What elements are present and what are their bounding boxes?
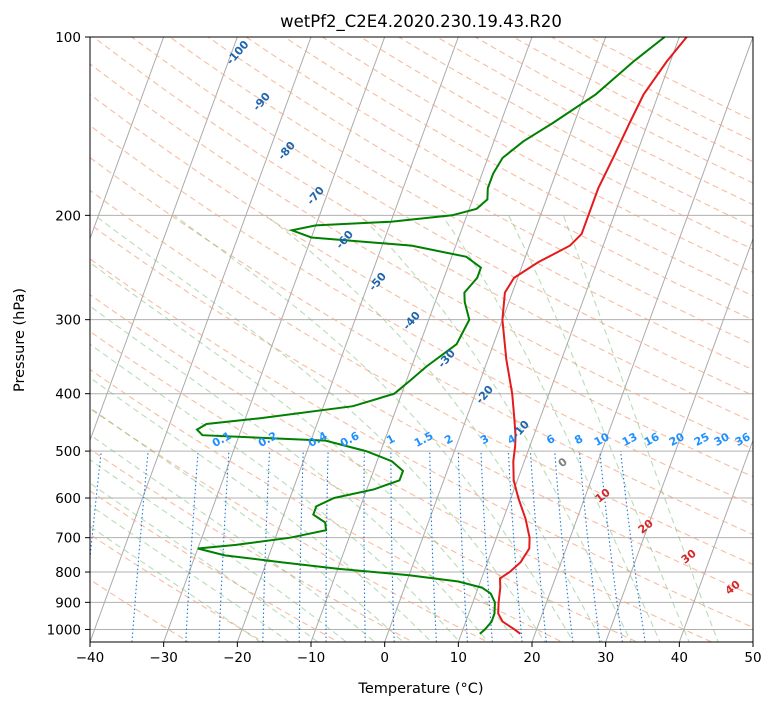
mixing-ratio-label: 16 — [642, 430, 662, 449]
moist-adiabat — [90, 343, 461, 642]
y-tick-label: 900 — [55, 595, 81, 611]
moist-adiabat — [90, 525, 262, 642]
y-tick-label: 800 — [55, 565, 81, 581]
mixing-ratio-label: 25 — [692, 430, 712, 449]
dry-adiabat — [90, 63, 753, 450]
moist-adiabat — [94, 214, 546, 642]
mixing-ratio-line — [620, 451, 646, 642]
dry-adiabat — [90, 124, 753, 506]
moist-adiabat — [90, 305, 489, 642]
dry-adiabat — [90, 293, 714, 642]
x-tick-label: 10 — [450, 650, 467, 666]
isotherm-gridline — [605, 237, 753, 642]
y-tick-label: 400 — [55, 387, 81, 403]
moist-adiabat — [508, 215, 690, 642]
x-tick-label: −20 — [223, 650, 252, 666]
mixing-ratio-label: 20 — [667, 430, 687, 449]
dry-adiabat — [90, 156, 753, 536]
moist-adiabat — [265, 214, 603, 642]
x-tick-label: 40 — [671, 650, 688, 666]
isotherm-gridline — [236, 37, 459, 642]
mixing-ratio-label: 13 — [620, 430, 640, 449]
y-tick-label: 300 — [55, 313, 81, 329]
dry-adiabat — [90, 189, 753, 566]
y-axis-label: Pressure (hPa) — [12, 288, 28, 392]
dewpoint-trace — [195, 37, 666, 635]
plot-frame — [89, 36, 754, 643]
moist-adiabat — [90, 377, 433, 642]
moist-adiabat — [90, 504, 291, 642]
dry-adiabat — [360, 37, 753, 250]
mixing-ratio-line — [599, 451, 623, 642]
moist-adiabat — [173, 214, 575, 642]
dry-adiabat — [551, 37, 753, 142]
isotherm-gridline — [90, 37, 165, 241]
moist-adiabat — [441, 214, 661, 642]
dry-adiabat — [90, 93, 753, 478]
y-tick-label: 700 — [55, 531, 81, 547]
moist-adiabat — [90, 482, 319, 642]
dry-adiabat — [90, 258, 753, 629]
y-tick-label: 200 — [55, 208, 81, 224]
x-tick-label: 20 — [523, 650, 540, 666]
dry-adiabat — [284, 37, 753, 297]
mixing-ratio-label: 30 — [712, 430, 732, 449]
moist-adiabat — [90, 434, 376, 642]
x-axis-label: Temperature (°C) — [357, 681, 483, 697]
x-tick-label: 50 — [744, 650, 761, 666]
x-tick-label: −40 — [76, 650, 105, 666]
moist-adiabat — [359, 214, 632, 642]
isotherm-gridline — [163, 37, 386, 642]
isotherm-gridline — [531, 37, 753, 642]
dry-adiabat — [131, 37, 753, 397]
isotherm-gridline — [384, 37, 607, 642]
moist-adiabat — [90, 459, 348, 642]
mixing-ratio-label: 10 — [592, 430, 612, 449]
mixing-ratio-line — [554, 451, 574, 642]
y-tick-label: 1000 — [47, 622, 81, 638]
dry-adiabat — [169, 37, 753, 371]
mixing-ratio-label: 36 — [733, 430, 753, 449]
y-tick-label: 500 — [55, 444, 81, 460]
dry-adiabat — [207, 37, 753, 346]
dry-adiabat — [90, 330, 639, 642]
dry-adiabat — [245, 37, 753, 321]
temperature-trace — [497, 37, 688, 635]
x-tick-label: −10 — [297, 650, 326, 666]
y-tick-label: 100 — [55, 30, 81, 46]
moist-adiabat — [562, 215, 719, 642]
x-tick-label: 30 — [597, 650, 614, 666]
isotherm-gridline — [457, 37, 680, 642]
isotherm-gridline — [678, 438, 753, 642]
dry-adiabat — [90, 490, 340, 642]
mixing-ratio-line — [578, 451, 601, 642]
y-tick-label: 600 — [55, 491, 81, 507]
x-tick-label: 0 — [380, 650, 389, 666]
dry-adiabat — [90, 448, 415, 642]
dry-adiabat — [93, 37, 753, 423]
moist-adiabat — [90, 406, 404, 642]
isotherm-gridline — [90, 37, 312, 642]
chart-title: wetPf2_C2E4.2020.230.19.43.R20 — [280, 12, 562, 32]
isotherm-gridline — [90, 37, 238, 442]
dry-adiabat — [322, 37, 753, 273]
x-tick-label: −30 — [149, 650, 178, 666]
moist-adiabat — [90, 261, 518, 642]
